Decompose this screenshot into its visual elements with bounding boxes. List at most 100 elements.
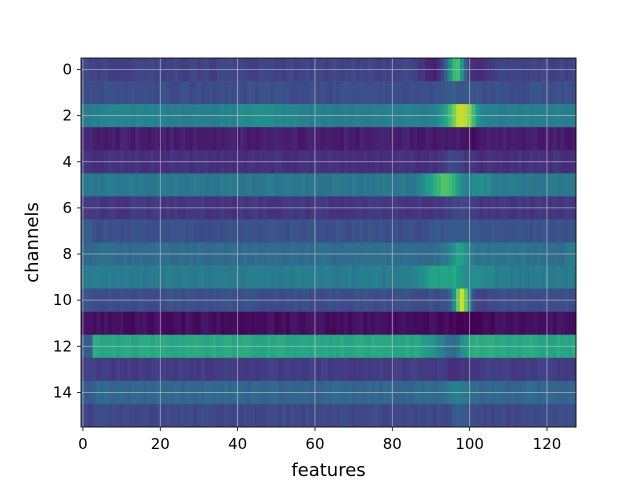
heatmap-cell (374, 357, 380, 382)
heatmap-cell (243, 81, 248, 105)
heatmap-cell (301, 311, 306, 336)
heatmap-cell (127, 357, 132, 382)
heatmap-cell (173, 81, 179, 105)
heatmap-cell (494, 265, 500, 290)
heatmap-cell (131, 219, 136, 243)
heatmap-cell (510, 403, 515, 428)
heatmap-cell (162, 127, 167, 151)
heatmap-cell (320, 173, 326, 197)
heatmap-cell (285, 81, 291, 105)
heatmap-cell (111, 219, 117, 243)
heatmap-cell (409, 219, 414, 243)
heatmap-cell (514, 219, 519, 243)
heatmap-cell (200, 173, 206, 197)
heatmap-cell (92, 265, 97, 290)
heatmap-cell (255, 403, 260, 428)
heatmap-cell (494, 173, 500, 197)
heatmap-cell (208, 173, 213, 197)
heatmap-cell (340, 173, 345, 197)
heatmap-cell (115, 403, 121, 428)
heatmap-cell (490, 173, 496, 197)
heatmap-cell (371, 265, 376, 290)
heatmap-cell (448, 311, 453, 336)
heatmap-cell (193, 127, 198, 151)
heatmap-cell (529, 219, 534, 243)
heatmap-cell (177, 219, 182, 243)
heatmap-cell (560, 173, 565, 197)
heatmap-cell (374, 311, 380, 336)
heatmap-cell (394, 81, 399, 105)
heatmap-cell (463, 127, 469, 151)
heatmap-cell (351, 173, 356, 197)
heatmap-cell (169, 127, 175, 151)
heatmap-cell (374, 173, 380, 197)
heatmap-cell (425, 173, 430, 197)
heatmap-cell (247, 357, 252, 382)
heatmap-cell (270, 403, 275, 428)
heatmap-cell (135, 127, 140, 151)
heatmap-cell (568, 265, 573, 290)
heatmap-cell (386, 265, 391, 290)
heatmap-cell (355, 127, 360, 151)
heatmap-cell (572, 81, 577, 105)
heatmap-cell (456, 81, 461, 105)
heatmap-cell (139, 127, 144, 151)
heatmap-cell (564, 403, 569, 428)
heatmap-cell (185, 403, 190, 428)
heatmap-cell (324, 219, 329, 243)
heatmap-cell (251, 81, 256, 105)
heatmap-cell (282, 403, 287, 428)
heatmap-cell (440, 357, 445, 382)
heatmap-cell (548, 357, 554, 382)
heatmap-cell (502, 81, 507, 105)
heatmap-cell (189, 311, 194, 336)
heatmap-cell (440, 173, 445, 197)
heatmap-cell (475, 357, 480, 382)
heatmap-cell (84, 173, 90, 197)
heatmap-cell (123, 127, 128, 151)
heatmap-cell (429, 403, 434, 428)
heatmap-cell (197, 357, 202, 382)
heatmap-cell (227, 265, 233, 290)
heatmap-cell (479, 265, 484, 290)
heatmap-cell (84, 357, 90, 382)
heatmap-cell (166, 127, 171, 151)
heatmap-cell (115, 81, 121, 105)
heatmap-cell (197, 265, 202, 290)
heatmap-cell (324, 81, 329, 105)
heatmap-cell (208, 127, 213, 151)
heatmap-cell (193, 357, 198, 382)
heatmap-cell (463, 219, 469, 243)
heatmap-cell (324, 265, 329, 290)
heatmap-cell (347, 403, 353, 428)
heatmap-cell (572, 127, 577, 151)
heatmap-cell (177, 403, 182, 428)
heatmap-cell (487, 173, 492, 197)
heatmap-cell (355, 219, 360, 243)
heatmap-cell (227, 173, 233, 197)
heatmap-cell (135, 311, 140, 336)
heatmap-cell (197, 311, 202, 336)
heatmap-cell (413, 219, 418, 243)
heatmap-cell (560, 403, 565, 428)
heatmap-cell (88, 311, 94, 336)
heatmap-cell (142, 81, 148, 105)
heatmap-cell (572, 311, 577, 336)
heatmap-cell (367, 357, 372, 382)
heatmap-cell (510, 81, 515, 105)
heatmap-cell (448, 357, 453, 382)
heatmap-cell (231, 219, 237, 243)
heatmap-cell (139, 173, 144, 197)
heatmap-cell (154, 357, 159, 382)
heatmap-cell (517, 81, 523, 105)
heatmap-cell (487, 357, 492, 382)
heatmap-cell (258, 127, 264, 151)
heatmap-cell (398, 403, 403, 428)
heatmap-cell (150, 403, 155, 428)
heatmap-cell (146, 173, 152, 197)
heatmap-cell (487, 311, 492, 336)
heatmap-cell (123, 265, 128, 290)
heatmap-cell (533, 127, 538, 151)
heatmap-cell (231, 173, 237, 197)
heatmap-cell (537, 219, 542, 243)
